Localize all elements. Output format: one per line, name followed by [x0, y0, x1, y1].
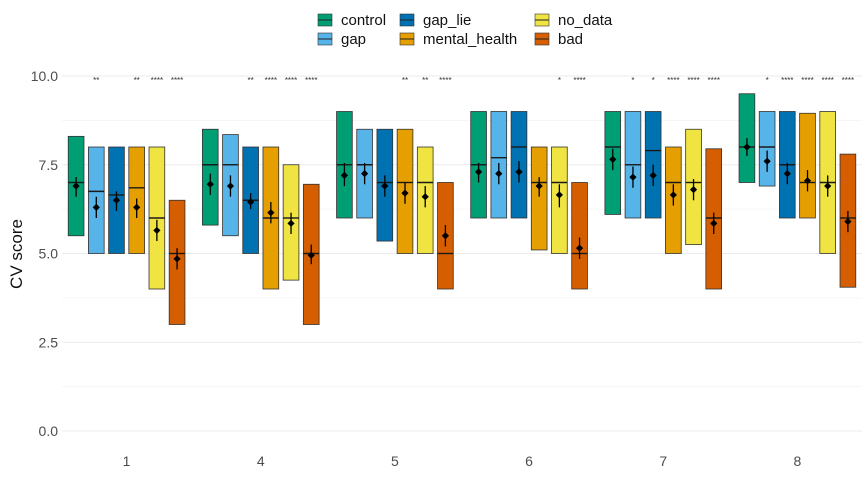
- mean-point: [515, 168, 523, 176]
- mean-point: [381, 182, 389, 190]
- mean-point: [112, 196, 121, 204]
- significance-label: ****: [285, 76, 297, 85]
- legend-label-gap: gap: [341, 31, 366, 48]
- x-tick-label: 4: [257, 453, 265, 469]
- significance-label: **: [93, 76, 99, 85]
- box-gap: [758, 111, 776, 187]
- significance-label: ****: [305, 76, 317, 85]
- x-tick-label: 1: [123, 453, 131, 469]
- mean-point: [307, 251, 315, 259]
- mean-point: [173, 255, 181, 263]
- panel-1: 1** ** **** ****: [67, 76, 186, 469]
- mean-point: [844, 217, 852, 226]
- legend-item-gap: gap: [317, 31, 366, 48]
- significance-label: ****: [781, 76, 793, 85]
- mean-point: [361, 170, 369, 178]
- legend-label-bad: bad: [558, 31, 583, 48]
- y-tick-label: 0.0: [39, 423, 59, 439]
- mean-point: [609, 155, 617, 164]
- x-tick-label: 5: [391, 453, 399, 469]
- significance-label: *: [631, 76, 634, 85]
- mean-point: [575, 244, 584, 252]
- y-tick-label: 7.5: [39, 157, 59, 173]
- mean-point: [495, 170, 503, 178]
- mean-point: [267, 209, 275, 217]
- y-tick-label: 10.0: [31, 68, 58, 84]
- mean-point: [153, 226, 161, 235]
- significance-label: **: [402, 76, 408, 85]
- mean-point: [247, 198, 255, 206]
- legend-item-control: control: [317, 12, 386, 29]
- mean-point: [763, 157, 771, 165]
- mean-point: [421, 193, 429, 201]
- mean-point: [226, 182, 235, 190]
- gridlines: [62, 75, 862, 432]
- mean-point: [783, 170, 791, 178]
- significance-label: ****: [667, 76, 679, 85]
- significance-label: **: [134, 76, 140, 85]
- panel-4: 4** **** **** ****: [201, 76, 320, 469]
- mean-point: [441, 232, 450, 240]
- mean-point: [743, 143, 751, 151]
- significance-label: **: [422, 76, 428, 85]
- x-tick-label: 6: [525, 453, 533, 469]
- mean-point: [133, 203, 141, 211]
- mean-point: [555, 191, 563, 199]
- panels: 1** ** **** ****4** **** **** ****5** ** ****6* *…: [67, 76, 857, 469]
- significance-label: *: [558, 76, 561, 85]
- legend-label-gap_lie: gap_lie: [423, 12, 471, 29]
- significance-label: ****: [687, 76, 699, 85]
- mean-point: [629, 173, 637, 181]
- panel-7: 7* * **** **** ****: [604, 76, 723, 469]
- y-tick-label: 5.0: [39, 246, 59, 262]
- significance-label: ****: [171, 76, 183, 85]
- legend-item-gap_lie: gap_lie: [399, 12, 471, 29]
- mean-point: [72, 182, 80, 190]
- significance-label: ****: [708, 76, 720, 85]
- mean-point: [206, 180, 214, 188]
- legend-item-mental_health: mental_health: [399, 31, 517, 48]
- panel-5: 5** ** ****: [336, 76, 454, 469]
- mean-point: [710, 219, 718, 227]
- significance-label: ****: [439, 76, 451, 85]
- significance-label: ****: [151, 76, 163, 85]
- mean-point: [340, 171, 349, 179]
- mean-point: [689, 186, 698, 194]
- legend-item-bad: bad: [534, 31, 583, 48]
- mean-point: [401, 189, 409, 197]
- y-axis-ticks: 0.0 2.5 5.0 7.5 10.0: [31, 68, 58, 439]
- significance-label: *: [766, 76, 769, 85]
- legend-label-mental_health: mental_health: [423, 31, 517, 48]
- mean-point: [824, 182, 832, 190]
- legend-item-no_data: no_data: [534, 12, 613, 29]
- mean-point: [535, 182, 543, 190]
- significance-label: ****: [842, 76, 854, 85]
- mean-point: [669, 191, 677, 199]
- significance-label: *: [652, 76, 655, 85]
- box-bad: [571, 182, 588, 290]
- mean-point: [287, 219, 295, 227]
- x-tick-label: 8: [794, 453, 802, 469]
- mean-point: [649, 171, 657, 179]
- box-mental_health: [530, 146, 548, 251]
- significance-label: ****: [573, 76, 585, 85]
- x-tick-label: 7: [659, 453, 667, 469]
- panel-6: 6* ****: [470, 76, 588, 469]
- significance-label: ****: [801, 76, 813, 85]
- y-tick-label: 2.5: [39, 334, 59, 350]
- mean-point: [474, 168, 483, 176]
- significance-label: ****: [265, 76, 277, 85]
- mean-point: [92, 203, 100, 211]
- box-mental_health: [799, 112, 816, 219]
- panel-8: 8* **** **** **** ****: [738, 76, 857, 469]
- mean-point: [803, 177, 812, 185]
- legend-label-control: control: [341, 12, 386, 29]
- significance-label: **: [248, 76, 254, 85]
- y-axis-title: CV score: [7, 219, 26, 289]
- significance-label: ****: [821, 76, 833, 85]
- legend-label-no_data: no_data: [558, 12, 613, 29]
